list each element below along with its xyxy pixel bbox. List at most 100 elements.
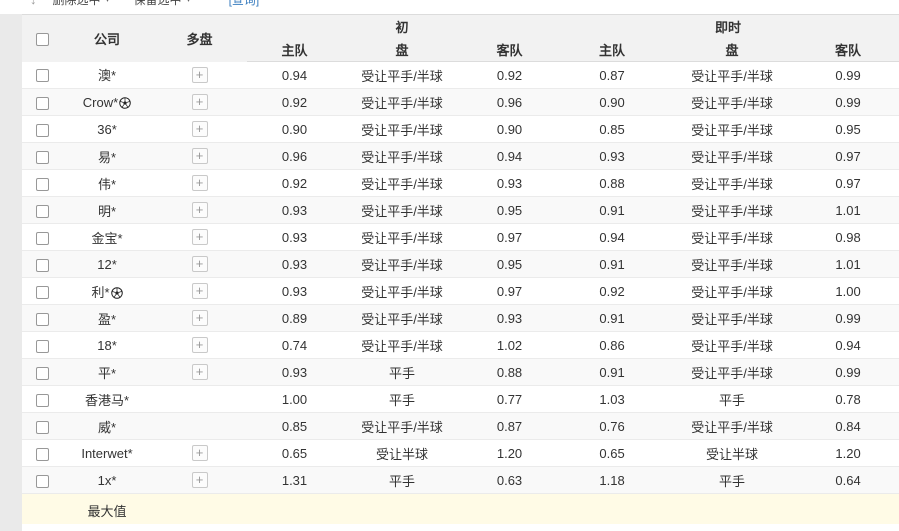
initial-home-odds: 0.94 xyxy=(247,61,342,89)
live-handicap: 受让平手/半球 xyxy=(667,169,798,197)
initial-away-odds: 0.95 xyxy=(462,196,558,224)
initial-home-odds: 0.65 xyxy=(247,439,342,467)
expand-more-odds-button[interactable]: + xyxy=(191,121,208,137)
initial-away-odds: 0.96 xyxy=(462,88,558,116)
initial-home-odds: 0.93 xyxy=(247,196,342,224)
company-name: 1x* xyxy=(97,472,117,488)
live-away-odds: 0.99 xyxy=(797,61,899,89)
table-row: 澳* + 0.94 受让平手/半球 0.92 0.87 受让平手/半球 0.99 xyxy=(22,61,899,89)
live-away-odds: 0.94 xyxy=(797,331,899,359)
initial-handicap: 受让平手/半球 xyxy=(342,277,462,305)
initial-home-odds: 0.85 xyxy=(247,412,342,440)
row-checkbox[interactable] xyxy=(35,258,49,272)
company-name: Crow* xyxy=(82,94,119,110)
expand-more-odds-button[interactable]: + xyxy=(191,445,208,461)
initial-home-odds: 0.93 xyxy=(247,358,342,386)
table-row: 平* + 0.93 平手 0.88 0.91 受让平手/半球 0.99 xyxy=(22,358,899,386)
live-home-odds: 0.86 xyxy=(557,331,668,359)
expand-more-odds-button[interactable]: + xyxy=(191,337,208,353)
plus-icon: + xyxy=(195,364,204,379)
row-checkbox[interactable] xyxy=(35,96,49,110)
live-home-odds: 0.94 xyxy=(557,223,668,251)
row-checkbox[interactable] xyxy=(35,177,49,191)
expand-more-odds-button[interactable]: + xyxy=(191,175,208,191)
initial-away-odds: 0.92 xyxy=(462,61,558,89)
row-checkbox[interactable] xyxy=(35,285,49,299)
expand-more-odds-button[interactable]: + xyxy=(191,256,208,272)
column-header-multi-odds: 多盘 xyxy=(152,14,247,62)
row-checkbox[interactable] xyxy=(35,366,49,380)
initial-home-odds: 0.92 xyxy=(247,88,342,116)
chevron-down-icon: ▾ xyxy=(106,0,110,4)
initial-home-odds: 1.31 xyxy=(247,466,342,494)
live-home-odds: 0.92 xyxy=(557,277,668,305)
expand-more-odds-button[interactable]: + xyxy=(191,229,208,245)
expand-more-odds-button[interactable]: + xyxy=(191,66,208,83)
live-handicap: 平手 xyxy=(667,385,798,413)
initial-away-odds: 1.02 xyxy=(462,331,558,359)
live-handicap: 受让平手/半球 xyxy=(667,277,798,305)
company-name: 伟* xyxy=(97,176,117,192)
live-handicap: 受让平手/半球 xyxy=(667,142,798,170)
live-away-odds: 1.00 xyxy=(797,277,899,305)
row-checkbox[interactable] xyxy=(35,231,49,245)
company-name: 金宝* xyxy=(91,230,123,246)
expand-more-odds-button[interactable]: + xyxy=(191,364,208,380)
initial-handicap: 受让平手/半球 xyxy=(342,250,462,278)
table-row: Crow* + 0.92 受让平手/半球 0.96 0.90 受让平手/半球 0… xyxy=(22,88,899,116)
live-home-odds: 0.65 xyxy=(557,439,668,467)
row-checkbox[interactable] xyxy=(35,312,49,326)
initial-home-odds: 0.89 xyxy=(247,304,342,332)
expand-more-odds-button[interactable]: + xyxy=(191,310,208,326)
live-handicap: 受让平手/半球 xyxy=(667,196,798,224)
table-row: 威* 0.85 受让平手/半球 0.87 0.76 受让平手/半球 0.84 xyxy=(22,412,899,440)
expand-more-odds-button[interactable]: + xyxy=(191,94,208,110)
row-checkbox[interactable] xyxy=(35,123,49,137)
row-checkbox[interactable] xyxy=(35,393,49,407)
initial-handicap: 受让平手/半球 xyxy=(342,304,462,332)
live-away-odds: 0.78 xyxy=(797,385,899,413)
expand-more-odds-button[interactable]: + xyxy=(191,283,208,299)
plus-icon: + xyxy=(195,310,204,325)
plus-icon: + xyxy=(195,202,204,217)
row-checkbox[interactable] xyxy=(35,204,49,218)
plus-icon: + xyxy=(195,94,204,109)
plus-icon: + xyxy=(195,121,204,136)
initial-home-odds: 0.74 xyxy=(247,331,342,359)
row-checkbox[interactable] xyxy=(35,69,49,83)
table-row: 利* + 0.93 受让平手/半球 0.97 0.92 受让平手/半球 1.00 xyxy=(22,277,899,305)
row-checkbox[interactable] xyxy=(35,447,49,461)
plus-icon: + xyxy=(195,283,204,298)
table-row: 伟* + 0.92 受让平手/半球 0.93 0.88 受让平手/半球 0.97 xyxy=(22,169,899,197)
select-all-checkbox[interactable] xyxy=(35,32,49,46)
live-away-odds: 1.20 xyxy=(797,439,899,467)
row-checkbox[interactable] xyxy=(35,339,49,353)
live-away-odds: 0.95 xyxy=(797,115,899,143)
toolbar-delete-selected-dropdown[interactable]: 删除选中 xyxy=(52,0,101,7)
live-away-odds: 0.99 xyxy=(797,88,899,116)
row-checkbox[interactable] xyxy=(35,150,49,164)
odds-table-container: 公司 多盘 初 即时 主队 盘 客队 主队 盘 客队 澳* + 0.94 受让平… xyxy=(22,14,899,524)
query-link[interactable]: [查询] xyxy=(228,0,260,7)
company-name: 平* xyxy=(97,365,117,381)
expand-more-odds-button[interactable]: + xyxy=(191,202,208,218)
row-checkbox[interactable] xyxy=(35,420,49,434)
table-row: 18* + 0.74 受让平手/半球 1.02 0.86 受让平手/半球 0.9… xyxy=(22,331,899,359)
toolbar-keep-selected-dropdown[interactable]: 保留选中 xyxy=(133,0,182,7)
expand-more-odds-button[interactable]: + xyxy=(191,472,208,488)
row-checkbox[interactable] xyxy=(35,474,49,488)
expand-more-odds-button[interactable]: + xyxy=(191,148,208,164)
column-header-initial-away: 客队 xyxy=(462,37,558,62)
company-name: 18* xyxy=(97,337,117,353)
initial-handicap: 受让平手/半球 xyxy=(342,412,462,440)
initial-handicap: 受让平手/半球 xyxy=(342,223,462,251)
initial-handicap: 平手 xyxy=(342,358,462,386)
company-name: 36* xyxy=(97,121,117,137)
plus-icon: + xyxy=(195,175,204,190)
group-header-initial-odds: 初 xyxy=(247,14,558,38)
initial-away-odds: 0.93 xyxy=(462,169,558,197)
initial-away-odds: 0.90 xyxy=(462,115,558,143)
live-home-odds: 1.18 xyxy=(557,466,668,494)
initial-home-odds: 0.93 xyxy=(247,277,342,305)
odds-comparison-table: 公司 多盘 初 即时 主队 盘 客队 主队 盘 客队 澳* + 0.94 受让平… xyxy=(22,14,899,524)
